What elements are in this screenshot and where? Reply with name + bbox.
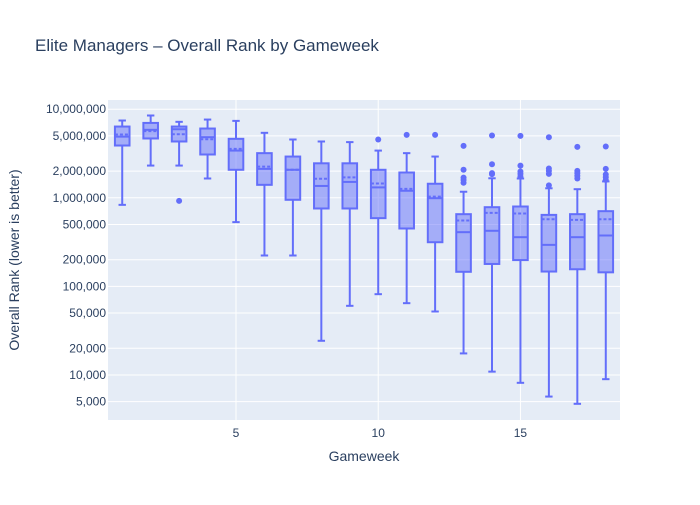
box-gameweek-8: [313, 140, 330, 342]
x-tick-label: 5: [233, 426, 240, 440]
outlier-point: [460, 179, 467, 186]
interquartile-box: [227, 137, 245, 171]
outlier-point: [602, 176, 609, 183]
interquartile-box: [455, 213, 472, 273]
outlier-point: [403, 131, 410, 138]
y-tick-label: 50,000: [69, 306, 106, 320]
box-gameweek-9: [341, 141, 359, 307]
box-gameweek-10: [369, 136, 387, 296]
interquartile-box: [284, 155, 302, 201]
outlier-point: [176, 197, 183, 204]
interquartile-box: [512, 205, 529, 262]
outlier-point: [517, 162, 524, 169]
interquartile-box: [597, 210, 615, 274]
outlier-point: [574, 175, 581, 182]
y-tick-label: 5,000: [76, 395, 106, 409]
outlier-point: [517, 132, 524, 139]
boxes: [113, 114, 615, 405]
box-gameweek-11: [398, 131, 415, 305]
outlier-point: [432, 131, 439, 138]
outlier-point: [517, 173, 524, 180]
box-gameweek-6: [256, 131, 273, 257]
x-tick-labels: 5 10 15: [233, 426, 528, 440]
x-axis-label: Gameweek: [329, 448, 401, 464]
y-tick-label: 100,000: [63, 279, 107, 293]
interquartile-box: [199, 127, 216, 156]
interquartile-box: [398, 171, 415, 230]
box-gameweek-15: [512, 132, 529, 384]
box-gameweek-5: [227, 119, 245, 224]
box-gameweek-7: [284, 138, 302, 257]
box-gameweek-1: [113, 119, 131, 206]
y-tick-label: 5,000,000: [53, 129, 107, 143]
y-tick-labels: 5,000 10,000 20,000 50,000 100,000 200,000 500…: [46, 102, 106, 408]
outlier-point: [375, 136, 382, 143]
box-gameweek-2: [142, 114, 159, 167]
box-gameweek-3: [170, 120, 188, 204]
outlier-point: [460, 166, 467, 173]
interquartile-box: [341, 162, 359, 210]
outlier-point: [545, 182, 552, 189]
box-gameweek-17: [569, 143, 586, 405]
interquartile-box: [569, 213, 586, 271]
chart-title: Elite Managers – Overall Rank by Gamewee…: [35, 36, 379, 55]
y-tick-label: 10,000,000: [46, 102, 106, 116]
outlier-point: [489, 171, 495, 178]
y-tick-label: 2,000,000: [53, 164, 107, 178]
interquartile-box: [426, 182, 444, 244]
x-tick-label: 10: [372, 426, 386, 440]
outlier-point: [460, 142, 467, 149]
box-gameweek-13: [455, 142, 472, 355]
box-gameweek-14: [483, 132, 501, 373]
y-axis-label: Overall Rank (lower is better): [6, 169, 22, 350]
box-gameweek-18: [597, 143, 615, 381]
outlier-point: [602, 165, 609, 172]
box-gameweek-4: [199, 118, 216, 180]
gridlines: [108, 100, 620, 420]
outlier-point: [602, 143, 609, 150]
interquartile-box: [369, 168, 387, 220]
interquartile-box: [483, 206, 501, 265]
outlier-point: [489, 161, 495, 168]
outlier-point: [545, 170, 552, 177]
outlier-point: [489, 132, 495, 139]
y-tick-label: 200,000: [63, 253, 107, 267]
outlier-point: [545, 134, 552, 141]
outlier-point: [574, 143, 581, 150]
x-tick-label: 15: [514, 426, 528, 440]
interquartile-box: [540, 213, 558, 273]
y-tick-label: 1,000,000: [53, 191, 107, 205]
box-gameweek-16: [540, 134, 558, 398]
y-tick-label: 500,000: [63, 217, 107, 231]
y-tick-label: 20,000: [69, 341, 106, 355]
y-tick-label: 10,000: [69, 368, 106, 382]
box-gameweek-12: [426, 131, 444, 313]
